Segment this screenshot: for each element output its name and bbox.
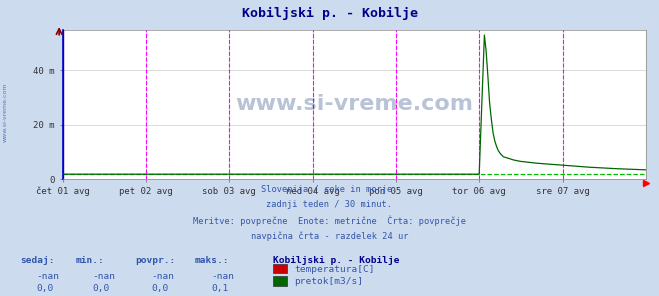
Text: www.si-vreme.com: www.si-vreme.com — [235, 94, 473, 114]
Text: min.:: min.: — [76, 256, 105, 265]
Text: navpična črta - razdelek 24 ur: navpična črta - razdelek 24 ur — [251, 231, 408, 241]
Text: Meritve: povprečne  Enote: metrične  Črta: povprečje: Meritve: povprečne Enote: metrične Črta:… — [193, 216, 466, 226]
Text: Slovenija / reke in morje.: Slovenija / reke in morje. — [261, 185, 398, 194]
Text: -nan: -nan — [211, 272, 234, 281]
Text: povpr.:: povpr.: — [135, 256, 175, 265]
Text: www.si-vreme.com: www.si-vreme.com — [3, 83, 8, 142]
Text: -nan: -nan — [36, 272, 59, 281]
Text: 0,1: 0,1 — [211, 284, 228, 293]
Text: Kobiljski p. - Kobilje: Kobiljski p. - Kobilje — [273, 256, 400, 265]
Text: 0,0: 0,0 — [152, 284, 169, 293]
Text: 0,0: 0,0 — [92, 284, 109, 293]
Text: -nan: -nan — [152, 272, 175, 281]
Text: sedaj:: sedaj: — [20, 256, 54, 265]
Text: 0,0: 0,0 — [36, 284, 53, 293]
Text: Kobiljski p. - Kobilje: Kobiljski p. - Kobilje — [241, 7, 418, 20]
Text: zadnji teden / 30 minut.: zadnji teden / 30 minut. — [266, 200, 393, 209]
Text: -nan: -nan — [92, 272, 115, 281]
Text: temperatura[C]: temperatura[C] — [295, 265, 375, 274]
Text: pretok[m3/s]: pretok[m3/s] — [295, 277, 364, 286]
Text: maks.:: maks.: — [194, 256, 229, 265]
